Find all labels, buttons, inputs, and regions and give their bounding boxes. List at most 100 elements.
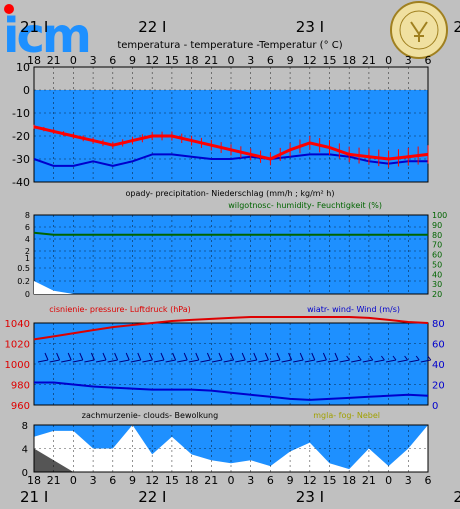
- wind-barb: [397, 355, 408, 363]
- x-tick-label-top: 18: [185, 54, 199, 67]
- y-tick-label: 1: [25, 254, 30, 263]
- wind-barb: [281, 352, 293, 363]
- y-tick-label: 10: [16, 61, 30, 74]
- clouds-panel: zachmurzenie- clouds- Bewolkung mgla- fog…: [22, 411, 429, 479]
- x-tick-label-bottom: 21: [204, 474, 218, 487]
- x-tick-label-bottom: 15: [323, 474, 337, 487]
- x-tick-label-top: 0: [70, 54, 77, 67]
- y2-tick-label: 100: [432, 211, 447, 220]
- precipitation-panel: opady- precipitation- Niederschlag (mm/h…: [17, 189, 447, 299]
- y-tick-label: -10: [12, 107, 30, 120]
- x-tick-label-bottom: 6: [425, 474, 432, 487]
- y2-tick-label: 50: [432, 260, 442, 269]
- x-tick-label-top: 18: [342, 54, 356, 67]
- wind-barb: [223, 352, 235, 363]
- x-tick-label-bottom: 21: [362, 474, 376, 487]
- plot-border: [33, 424, 429, 473]
- x-tick-label-top: 9: [129, 54, 136, 67]
- x-tick-label-bottom: 12: [145, 474, 159, 487]
- y2-tick-label: 90: [432, 221, 442, 230]
- x-tick-label-bottom: 0: [228, 474, 235, 487]
- y2-tick-label: 30: [432, 280, 442, 289]
- x-tick-label-bottom: 18: [27, 474, 41, 487]
- y2-tick-label: 20: [432, 381, 445, 392]
- wind-barb: [107, 352, 119, 363]
- chart-subtitle: wiatr- wind- Wind (m/s): [307, 305, 400, 314]
- x-tick-label-bottom: 6: [267, 474, 274, 487]
- x-tick-label-top: 3: [247, 54, 254, 67]
- x-tick-label-top: 12: [303, 54, 317, 67]
- day-label-top: 24 I: [453, 18, 460, 36]
- x-tick-label-bottom: 12: [303, 474, 317, 487]
- x-tick-label-top: 15: [323, 54, 337, 67]
- y-tick-label: 980: [11, 381, 30, 392]
- y-tick-label: 8: [25, 211, 30, 220]
- x-tick-label-top: 21: [47, 54, 61, 67]
- x-tick-label-bottom: 0: [385, 474, 392, 487]
- y2-tick-label: 70: [432, 241, 442, 250]
- temperature-panel: temperatura - temperature -Temperatur (°…: [12, 40, 431, 189]
- x-tick-label-bottom: 18: [185, 474, 199, 487]
- humidity-line: [33, 231, 428, 236]
- wind-barb: [351, 355, 362, 363]
- y-tick-label: 6: [25, 223, 30, 232]
- day-label-bottom: 22 I: [138, 488, 166, 506]
- wind-barb: [165, 352, 177, 363]
- wind-barb: [362, 355, 374, 363]
- wind-barb: [269, 352, 281, 363]
- x-tick-label-bottom: 15: [165, 474, 179, 487]
- wind-barb: [304, 352, 316, 363]
- y-tick-label: 4: [22, 445, 28, 456]
- x-tick-label-top: 3: [405, 54, 412, 67]
- wind-barb: [153, 352, 165, 363]
- y2-tick-label: 0: [432, 401, 438, 412]
- y-tick-label: 0: [23, 84, 30, 97]
- chart-title: opady- precipitation- Niederschlag (mm/h…: [126, 189, 335, 198]
- chart-subtitle: mgla- fog- Nebel: [313, 411, 380, 420]
- y-tick-label: 0.5: [17, 264, 30, 273]
- x-tick-label-top: 21: [362, 54, 376, 67]
- pressure-line: [33, 316, 429, 341]
- chart-subtitle: wilgotnosc- humidity- Feuchtigkeit (%): [228, 201, 382, 210]
- day-label-top: 22 I: [138, 18, 166, 36]
- x-tick-label-bottom: 6: [109, 474, 116, 487]
- day-label-top: 21 I: [20, 18, 48, 36]
- y-tick-label: 0: [22, 468, 28, 479]
- y2-tick-label: 60: [432, 340, 445, 351]
- day-label-top: 23 I: [296, 18, 324, 36]
- x-tick-label-bottom: 0: [70, 474, 77, 487]
- wind-barb: [246, 352, 258, 363]
- y-tick-label: 8: [22, 421, 28, 432]
- logo-dot: [4, 4, 14, 14]
- y-tick-label: 0: [25, 290, 30, 299]
- y-tick-label: 1020: [5, 340, 30, 351]
- wind-barb: [258, 352, 269, 363]
- wind-barb: [327, 352, 339, 363]
- y-tick-label: -20: [12, 130, 30, 143]
- y2-tick-label: 40: [432, 360, 445, 371]
- seal-eagle-icon: [410, 21, 428, 42]
- x-tick-label-bottom: 3: [90, 474, 97, 487]
- pressure-wind-panel: cisnienie- pressure- Luftdruck (hPa) wiat…: [5, 305, 445, 412]
- y2-tick-label: 40: [432, 270, 442, 279]
- wind-barb: [119, 352, 130, 363]
- y-tick-label: 4: [25, 235, 30, 244]
- y-tick-label: 2: [25, 247, 30, 256]
- wind-barb: [84, 352, 95, 363]
- wind-barb: [420, 355, 432, 363]
- dewpoint-line: [33, 153, 428, 167]
- y2-tick-label: 60: [432, 251, 442, 260]
- wind-barb: [235, 352, 246, 363]
- x-tick-label-top: 6: [267, 54, 274, 67]
- logo-text: icm: [3, 8, 89, 64]
- wind-barb: [177, 352, 188, 363]
- wind-barb: [211, 352, 223, 363]
- x-tick-label-top: 6: [425, 54, 432, 67]
- y2-tick-label: 80: [432, 231, 442, 240]
- x-tick-label-top: 6: [109, 54, 116, 67]
- wind-barb: [142, 352, 153, 363]
- wind-barb: [200, 352, 211, 363]
- day-label-bottom: 21 I: [20, 488, 48, 506]
- x-tick-label-top: 3: [90, 54, 97, 67]
